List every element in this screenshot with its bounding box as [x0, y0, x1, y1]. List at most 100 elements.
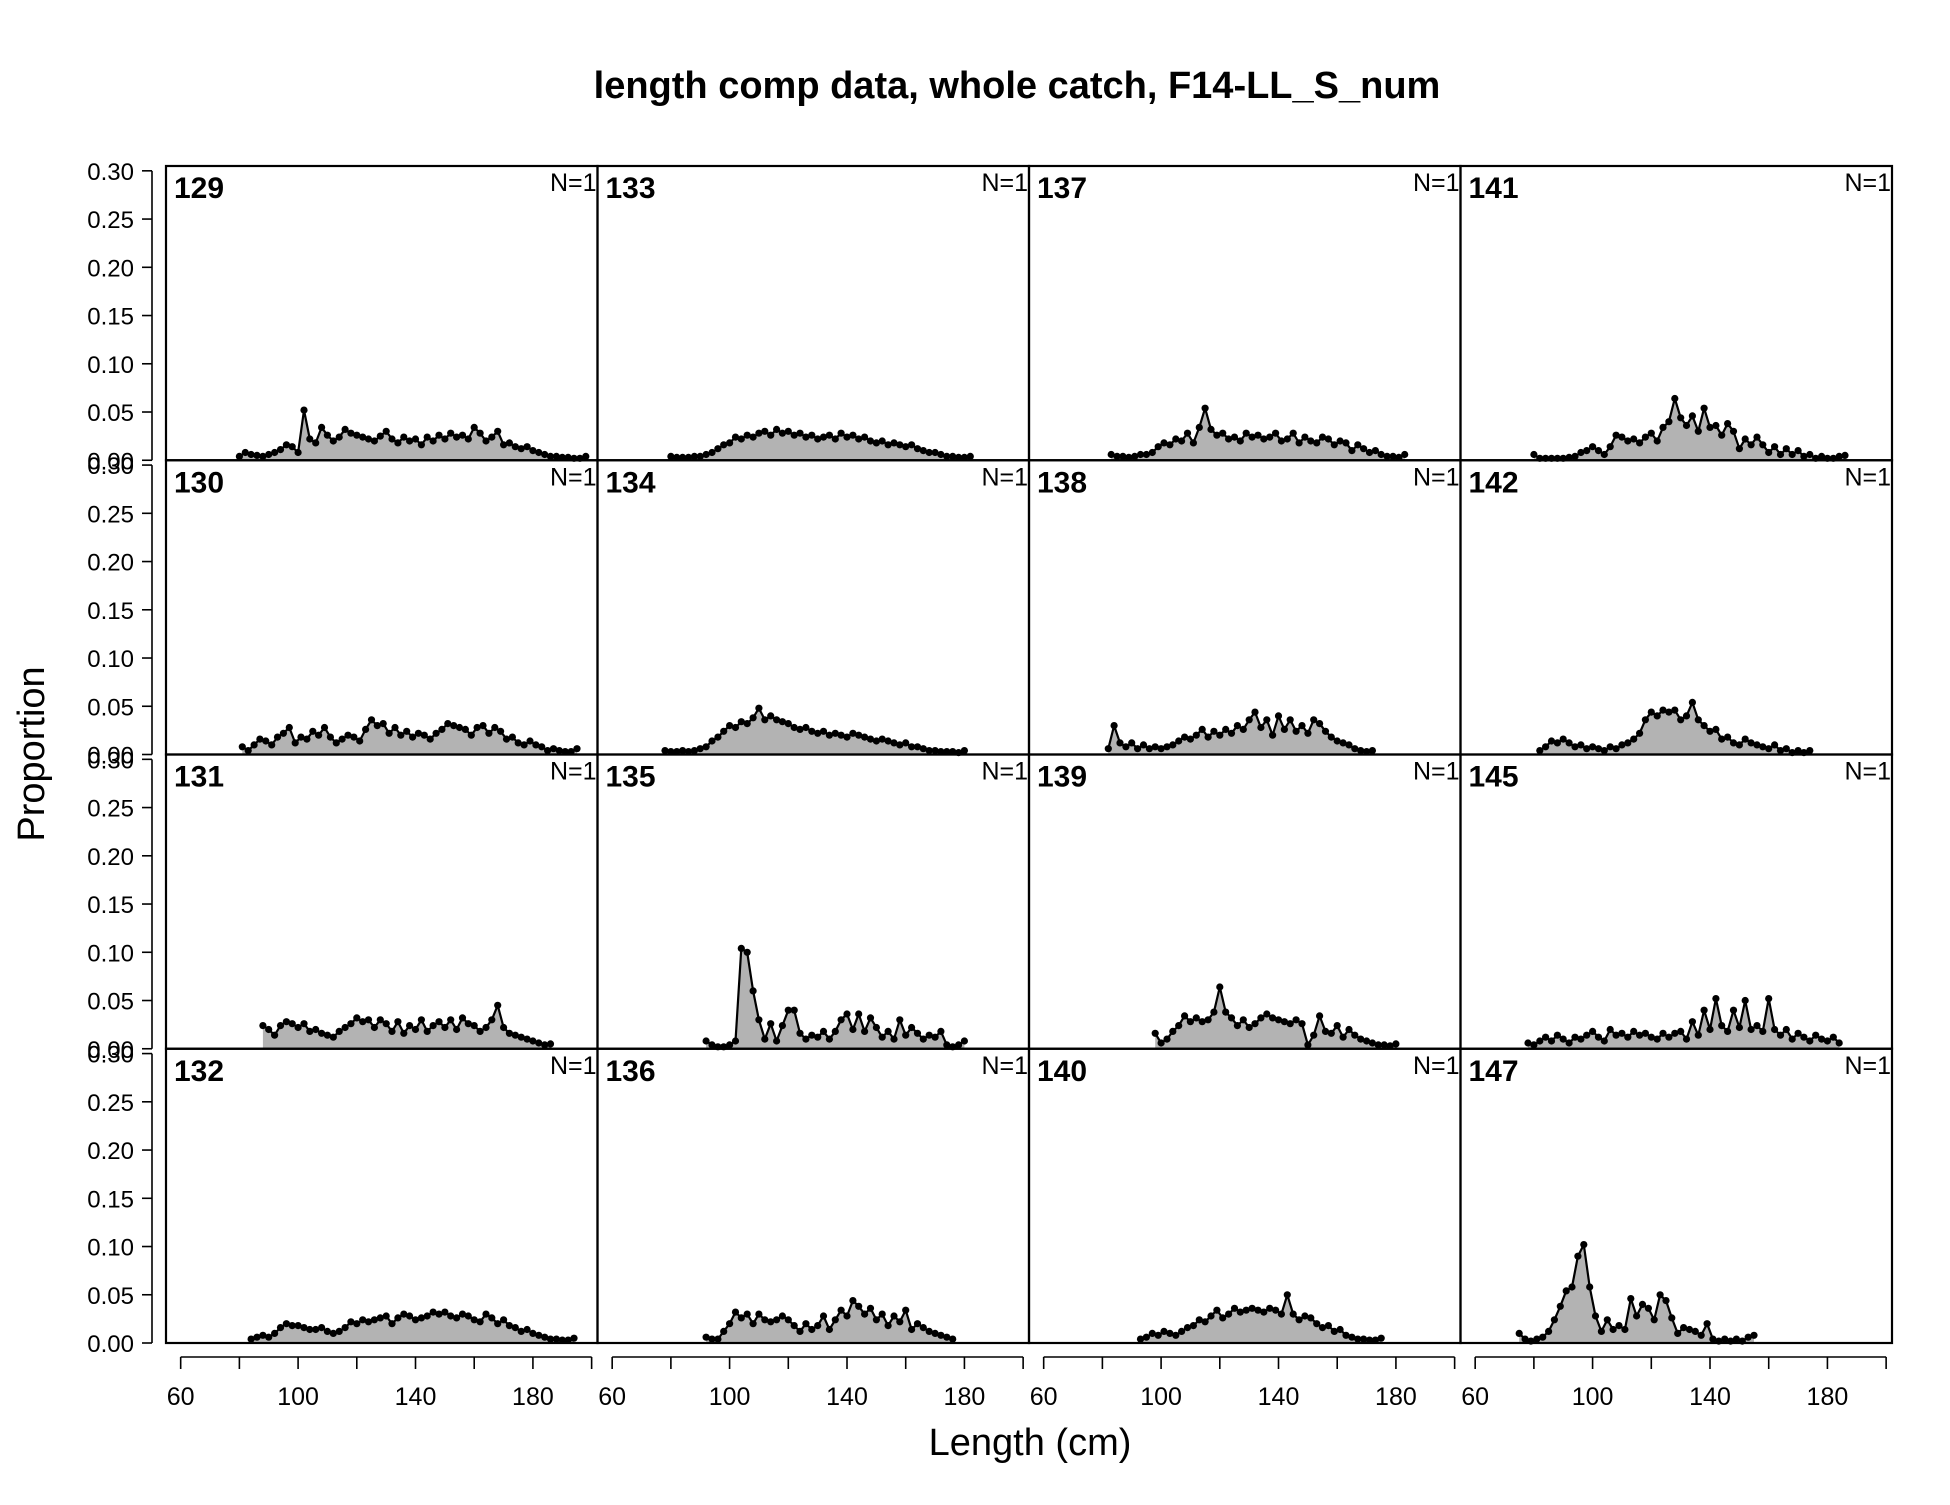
data-point — [271, 448, 279, 457]
data-point — [1245, 716, 1253, 724]
data-point — [1365, 448, 1374, 457]
data-point — [1682, 1035, 1691, 1043]
data-point — [1389, 452, 1397, 460]
y-tick-label: 0.25 — [87, 207, 134, 234]
data-point — [1806, 1037, 1814, 1045]
x-tick-label: 140 — [826, 1383, 868, 1411]
data-point — [896, 741, 904, 749]
x-tick-label: 100 — [1140, 1383, 1182, 1411]
data-point — [438, 725, 446, 734]
data-point — [1295, 439, 1303, 447]
data-point — [1154, 443, 1162, 451]
data-point — [376, 432, 384, 440]
data-point — [1694, 427, 1702, 435]
data-point — [726, 439, 734, 447]
data-point — [1210, 1008, 1218, 1016]
panel-131: 131 N=1 0.00 0.05 0.10 0.15 0.20 0.25 0.30 — [87, 747, 599, 1064]
data-point — [708, 1335, 716, 1343]
data-point — [1662, 1297, 1670, 1305]
data-point — [529, 1329, 537, 1337]
data-point — [488, 1314, 496, 1322]
data-point — [1377, 1334, 1385, 1342]
panel-n-label: N=1 — [1413, 758, 1460, 786]
panel-137: 137 N=1 — [1027, 164, 1462, 462]
data-point — [925, 1327, 933, 1335]
panel-border — [1027, 459, 1462, 756]
panel-border — [1027, 1047, 1462, 1345]
panel-130: 130 N=1 0.00 0.05 0.10 0.15 0.20 0.25 0.30 — [87, 453, 599, 770]
data-point — [411, 1025, 420, 1034]
data-point — [849, 1025, 857, 1034]
data-point — [1324, 1322, 1332, 1330]
data-point — [332, 739, 340, 747]
data-point — [1192, 731, 1200, 739]
panel-n-label: N=1 — [981, 463, 1028, 491]
data-point — [708, 448, 716, 457]
data-point — [306, 1027, 314, 1035]
data-point — [1600, 450, 1608, 459]
data-point — [1841, 451, 1849, 459]
data-point — [423, 433, 431, 441]
data-point — [535, 1331, 543, 1339]
data-point — [523, 1035, 531, 1043]
data-point — [749, 1320, 757, 1328]
data-point — [353, 1014, 361, 1022]
data-point — [855, 731, 863, 739]
data-point — [1181, 733, 1189, 741]
data-point — [1677, 716, 1685, 724]
data-point — [1283, 1291, 1291, 1299]
data-point — [1641, 433, 1649, 441]
data-point — [1542, 743, 1550, 751]
data-point — [843, 1010, 851, 1018]
data-point — [1677, 414, 1685, 422]
x-tick-label: 60 — [598, 1383, 626, 1411]
data-point — [1577, 1035, 1585, 1043]
data-point — [1342, 439, 1350, 447]
data-point — [273, 733, 282, 741]
data-point — [382, 1020, 390, 1028]
panel-n-label: N=1 — [1413, 463, 1460, 491]
data-point — [411, 435, 420, 443]
data-point — [1530, 1041, 1538, 1049]
data-point — [1794, 1029, 1802, 1037]
data-point — [1213, 431, 1221, 439]
data-point — [720, 727, 728, 735]
data-point — [435, 431, 443, 439]
data-point — [1521, 1335, 1529, 1343]
data-point — [1647, 1033, 1655, 1041]
data-point — [1348, 447, 1356, 455]
data-point — [453, 1314, 461, 1322]
data-point — [271, 1329, 279, 1337]
data-point — [1354, 1335, 1362, 1343]
data-point — [364, 1318, 373, 1326]
data-point — [370, 437, 378, 445]
data-point — [1559, 1035, 1567, 1043]
data-point — [855, 1010, 863, 1018]
y-tick-label: 0.10 — [87, 646, 134, 673]
panel-138: 138 N=1 — [1027, 459, 1462, 756]
data-point — [773, 716, 781, 724]
data-point — [819, 433, 828, 441]
data-point — [720, 1327, 728, 1335]
data-point — [890, 1312, 898, 1320]
data-point — [784, 427, 792, 435]
data-point — [406, 437, 414, 445]
data-point — [476, 1027, 484, 1035]
data-point — [359, 1316, 367, 1324]
data-point — [315, 731, 323, 739]
data-point — [878, 735, 886, 743]
data-point — [541, 1333, 549, 1341]
data-point — [866, 1304, 875, 1312]
data-point — [341, 1324, 349, 1332]
data-point — [364, 435, 373, 443]
data-point — [1178, 1327, 1186, 1335]
data-point — [470, 1022, 478, 1030]
data-point — [256, 735, 264, 743]
data-point — [843, 1312, 851, 1320]
data-point — [265, 1025, 273, 1034]
data-point — [1565, 1039, 1573, 1047]
data-point — [861, 1310, 869, 1318]
data-point — [423, 1027, 431, 1035]
data-point — [335, 1327, 343, 1335]
y-tick-label: 0.00 — [87, 743, 134, 770]
